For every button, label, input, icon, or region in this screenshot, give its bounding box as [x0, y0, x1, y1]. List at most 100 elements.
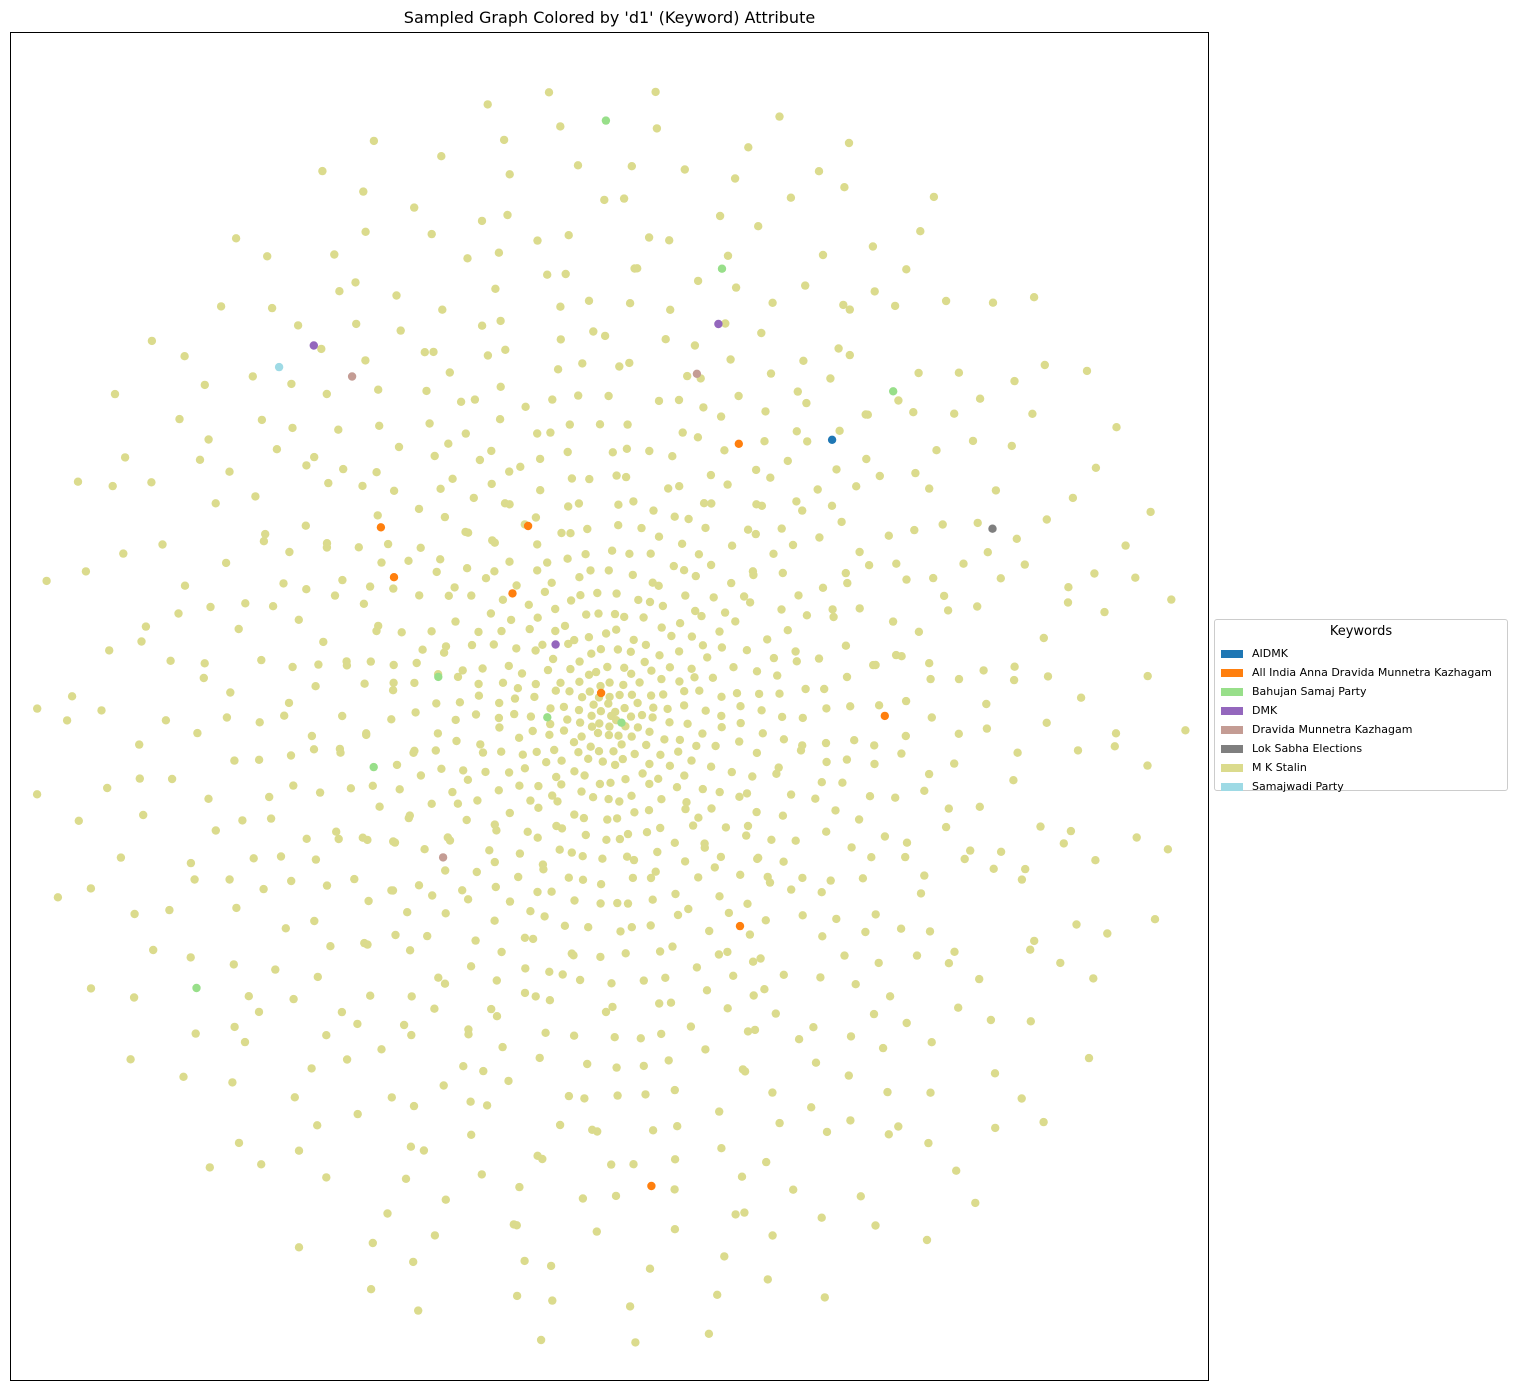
graph-node [761, 407, 770, 416]
graph-node [706, 762, 716, 771]
graph-node [791, 836, 800, 845]
graph-node [1010, 376, 1019, 386]
graph-node [288, 662, 297, 672]
graph-node [665, 761, 675, 770]
graph-node [487, 479, 496, 489]
graph-node [851, 980, 860, 989]
graph-node [515, 849, 525, 858]
graph-node [835, 426, 844, 435]
graph-node [585, 474, 594, 484]
graph-node [627, 791, 636, 800]
graph-node [272, 445, 282, 454]
graph-node-highlighted [617, 718, 626, 727]
graph-node [534, 781, 543, 791]
graph-node [575, 677, 584, 686]
graph-node [926, 674, 935, 684]
graph-node [838, 778, 847, 787]
graph-node [241, 599, 250, 608]
graph-node [564, 502, 573, 511]
graph-node [294, 1243, 304, 1252]
graph-node-highlighted [717, 264, 727, 273]
graph-node [238, 816, 247, 825]
graph-node [757, 501, 767, 510]
graph-node [482, 1101, 492, 1110]
graph-node [575, 718, 585, 727]
graph-node [533, 566, 542, 575]
graph-node [284, 698, 294, 708]
graph-node [548, 791, 557, 800]
graph-node [688, 821, 698, 830]
graph-node [360, 679, 369, 688]
graph-node [627, 923, 636, 932]
graph-node [469, 493, 478, 503]
graph-node [736, 702, 745, 711]
graph-node [1056, 958, 1065, 968]
graph-node [902, 838, 912, 847]
graph-node [740, 1067, 750, 1076]
graph-node [996, 847, 1006, 856]
graph-node-highlighted [880, 711, 889, 721]
graph-node [137, 637, 146, 646]
graph-node [359, 187, 368, 196]
graph-node [894, 396, 903, 405]
graph-node [1030, 936, 1039, 946]
graph-node [584, 670, 594, 679]
graph-node [1150, 915, 1160, 924]
graph-node [406, 1142, 416, 1151]
graph-node [902, 575, 911, 584]
graph-node [314, 660, 323, 669]
graph-node [601, 1007, 611, 1017]
graph-node [839, 300, 848, 310]
graph-node [526, 796, 535, 805]
graph-node [612, 625, 621, 634]
graph-node [705, 926, 714, 936]
graph-node [716, 852, 726, 862]
graph-node [552, 821, 561, 831]
graph-node [265, 792, 274, 802]
graph-node [845, 305, 854, 314]
graph-node-highlighted [508, 589, 517, 598]
graph-node [526, 712, 536, 721]
graph-node [228, 1078, 237, 1087]
graph-node [193, 728, 202, 738]
graph-node [103, 783, 112, 793]
graph-node [459, 766, 468, 775]
graph-node [588, 793, 598, 802]
legend: Keywords AIDMK All India Anna Dravida Mun… [1214, 619, 1508, 793]
graph-node [982, 699, 991, 709]
graph-node [412, 658, 421, 668]
graph-node [827, 501, 837, 510]
graph-node [280, 711, 289, 720]
graph-node [831, 806, 840, 815]
graph-node [629, 855, 639, 865]
graph-node [657, 623, 666, 632]
graph-node [902, 1018, 911, 1028]
graph-node [700, 843, 709, 852]
graph-node [693, 276, 703, 286]
graph-node [286, 751, 296, 760]
graph-node [166, 656, 175, 665]
graph-node [263, 252, 272, 261]
graph-node [975, 974, 984, 984]
graph-node [840, 183, 849, 192]
graph-node [658, 601, 668, 611]
graph-node [645, 779, 654, 789]
graph-node [727, 541, 737, 550]
graph-node [545, 996, 555, 1005]
graph-node [364, 896, 373, 906]
graph-node [520, 764, 530, 773]
graph-node [927, 1038, 936, 1047]
graph-node [418, 645, 427, 654]
graph-node [675, 677, 684, 686]
graph-node [451, 617, 460, 626]
graph-node [557, 780, 566, 789]
graph-node [748, 957, 758, 966]
graph-node [1020, 864, 1030, 874]
graph-node [514, 733, 524, 742]
graph-node [290, 1093, 299, 1102]
graph-node [885, 992, 895, 1001]
graph-node [427, 799, 436, 808]
graph-node [640, 657, 649, 667]
graph-node [441, 642, 451, 651]
graph-node [943, 606, 953, 615]
